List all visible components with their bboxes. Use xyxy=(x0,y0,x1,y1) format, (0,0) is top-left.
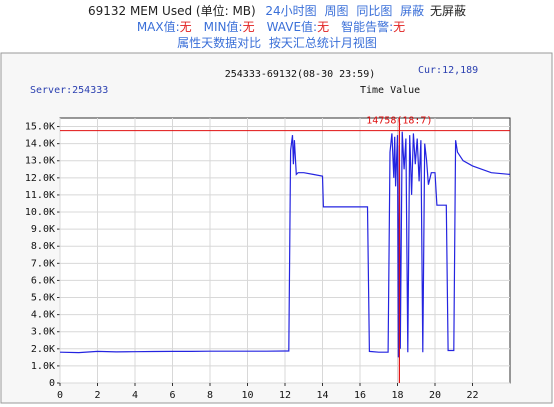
x-tick-label: 16 xyxy=(354,390,366,401)
x-tick-label: 12 xyxy=(279,390,291,401)
y-tick-label: 12.0K xyxy=(25,173,55,184)
link[interactable]: 同比图 xyxy=(356,4,393,18)
stat-label: WAVE值: xyxy=(266,20,318,34)
y-tick-label: 2.0K xyxy=(31,344,55,355)
y-tick-label: 3.0K xyxy=(31,327,55,338)
y-tick-label: 11.0K xyxy=(25,190,55,201)
y-tick-label: 7.0K xyxy=(31,258,55,269)
header-row: 69132 MEM Used (单位: MB) 24小时图 周图 同比图 屏蔽 … xyxy=(0,3,554,19)
x-tick-label: 2 xyxy=(94,390,100,401)
server-label: Server:254333 xyxy=(30,85,108,96)
link[interactable]: 24小时图 xyxy=(265,4,317,18)
stat-label: 智能告警: xyxy=(341,20,394,34)
y-tick-label: 14.0K xyxy=(25,139,55,150)
link[interactable]: 周图 xyxy=(324,4,349,18)
stat-value: 无 xyxy=(242,20,255,34)
header-title: 69132 MEM Used (单位: MB) xyxy=(87,4,256,18)
y-tick-label: 4.0K xyxy=(31,310,55,321)
stats-row: MAX值:无 MIN值:无 WAVE值:无 智能告警:无 xyxy=(0,19,554,35)
y-tick-label: 8.0K xyxy=(31,241,55,252)
y-tick-label: 9.0K xyxy=(31,224,55,235)
x-tick-label: 10 xyxy=(241,390,253,401)
x-tick-label: 6 xyxy=(169,390,175,401)
header-row: 属性天数据对比 按天汇总统计月视图 xyxy=(0,35,554,51)
x-tick-label: 4 xyxy=(132,390,138,401)
stat-label: MAX值: xyxy=(136,20,180,34)
y-tick-label: 1.0K xyxy=(31,361,55,372)
x-tick-label: 20 xyxy=(429,390,441,401)
stat-label: MIN值: xyxy=(203,20,243,34)
y-tick-label: 15.0K xyxy=(25,122,55,133)
x-tick-label: 0 xyxy=(57,390,63,401)
y-tick-label: 10.0K xyxy=(25,207,55,218)
link[interactable]: 屏蔽 xyxy=(400,4,425,18)
x-tick-label: 22 xyxy=(466,390,478,401)
chart-title: 254333-69132(08-30 23:59) xyxy=(225,69,376,80)
header: 69132 MEM Used (单位: MB) 24小时图 周图 同比图 屏蔽 … xyxy=(0,0,554,52)
y-tick-label: 6.0K xyxy=(31,275,55,286)
link[interactable]: 按天汇总统计月视图 xyxy=(268,36,377,50)
link[interactable]: 属性天数据对比 xyxy=(177,36,262,50)
y-tick-label: 13.0K xyxy=(25,156,55,167)
x-tick-label: 8 xyxy=(207,390,213,401)
x-tick-label: 18 xyxy=(391,390,403,401)
stat-value: 无 xyxy=(179,20,192,34)
chart: 254333-69132(08-30 23:59) Cur:12,189 Ser… xyxy=(0,52,553,404)
y-tick-label: 5.0K xyxy=(31,293,55,304)
stat-value: 无 xyxy=(393,20,406,34)
y-tick-label: 0 xyxy=(49,378,55,389)
x-tick-label: 14 xyxy=(316,390,328,401)
series-line xyxy=(59,131,511,358)
status: 无屏蔽 xyxy=(430,4,467,18)
stat-value: 无 xyxy=(317,20,330,34)
max-label: 14758(18:7) xyxy=(366,116,432,127)
current-value: Cur:12,189 xyxy=(418,65,478,76)
value-label: Time Value xyxy=(360,85,420,96)
